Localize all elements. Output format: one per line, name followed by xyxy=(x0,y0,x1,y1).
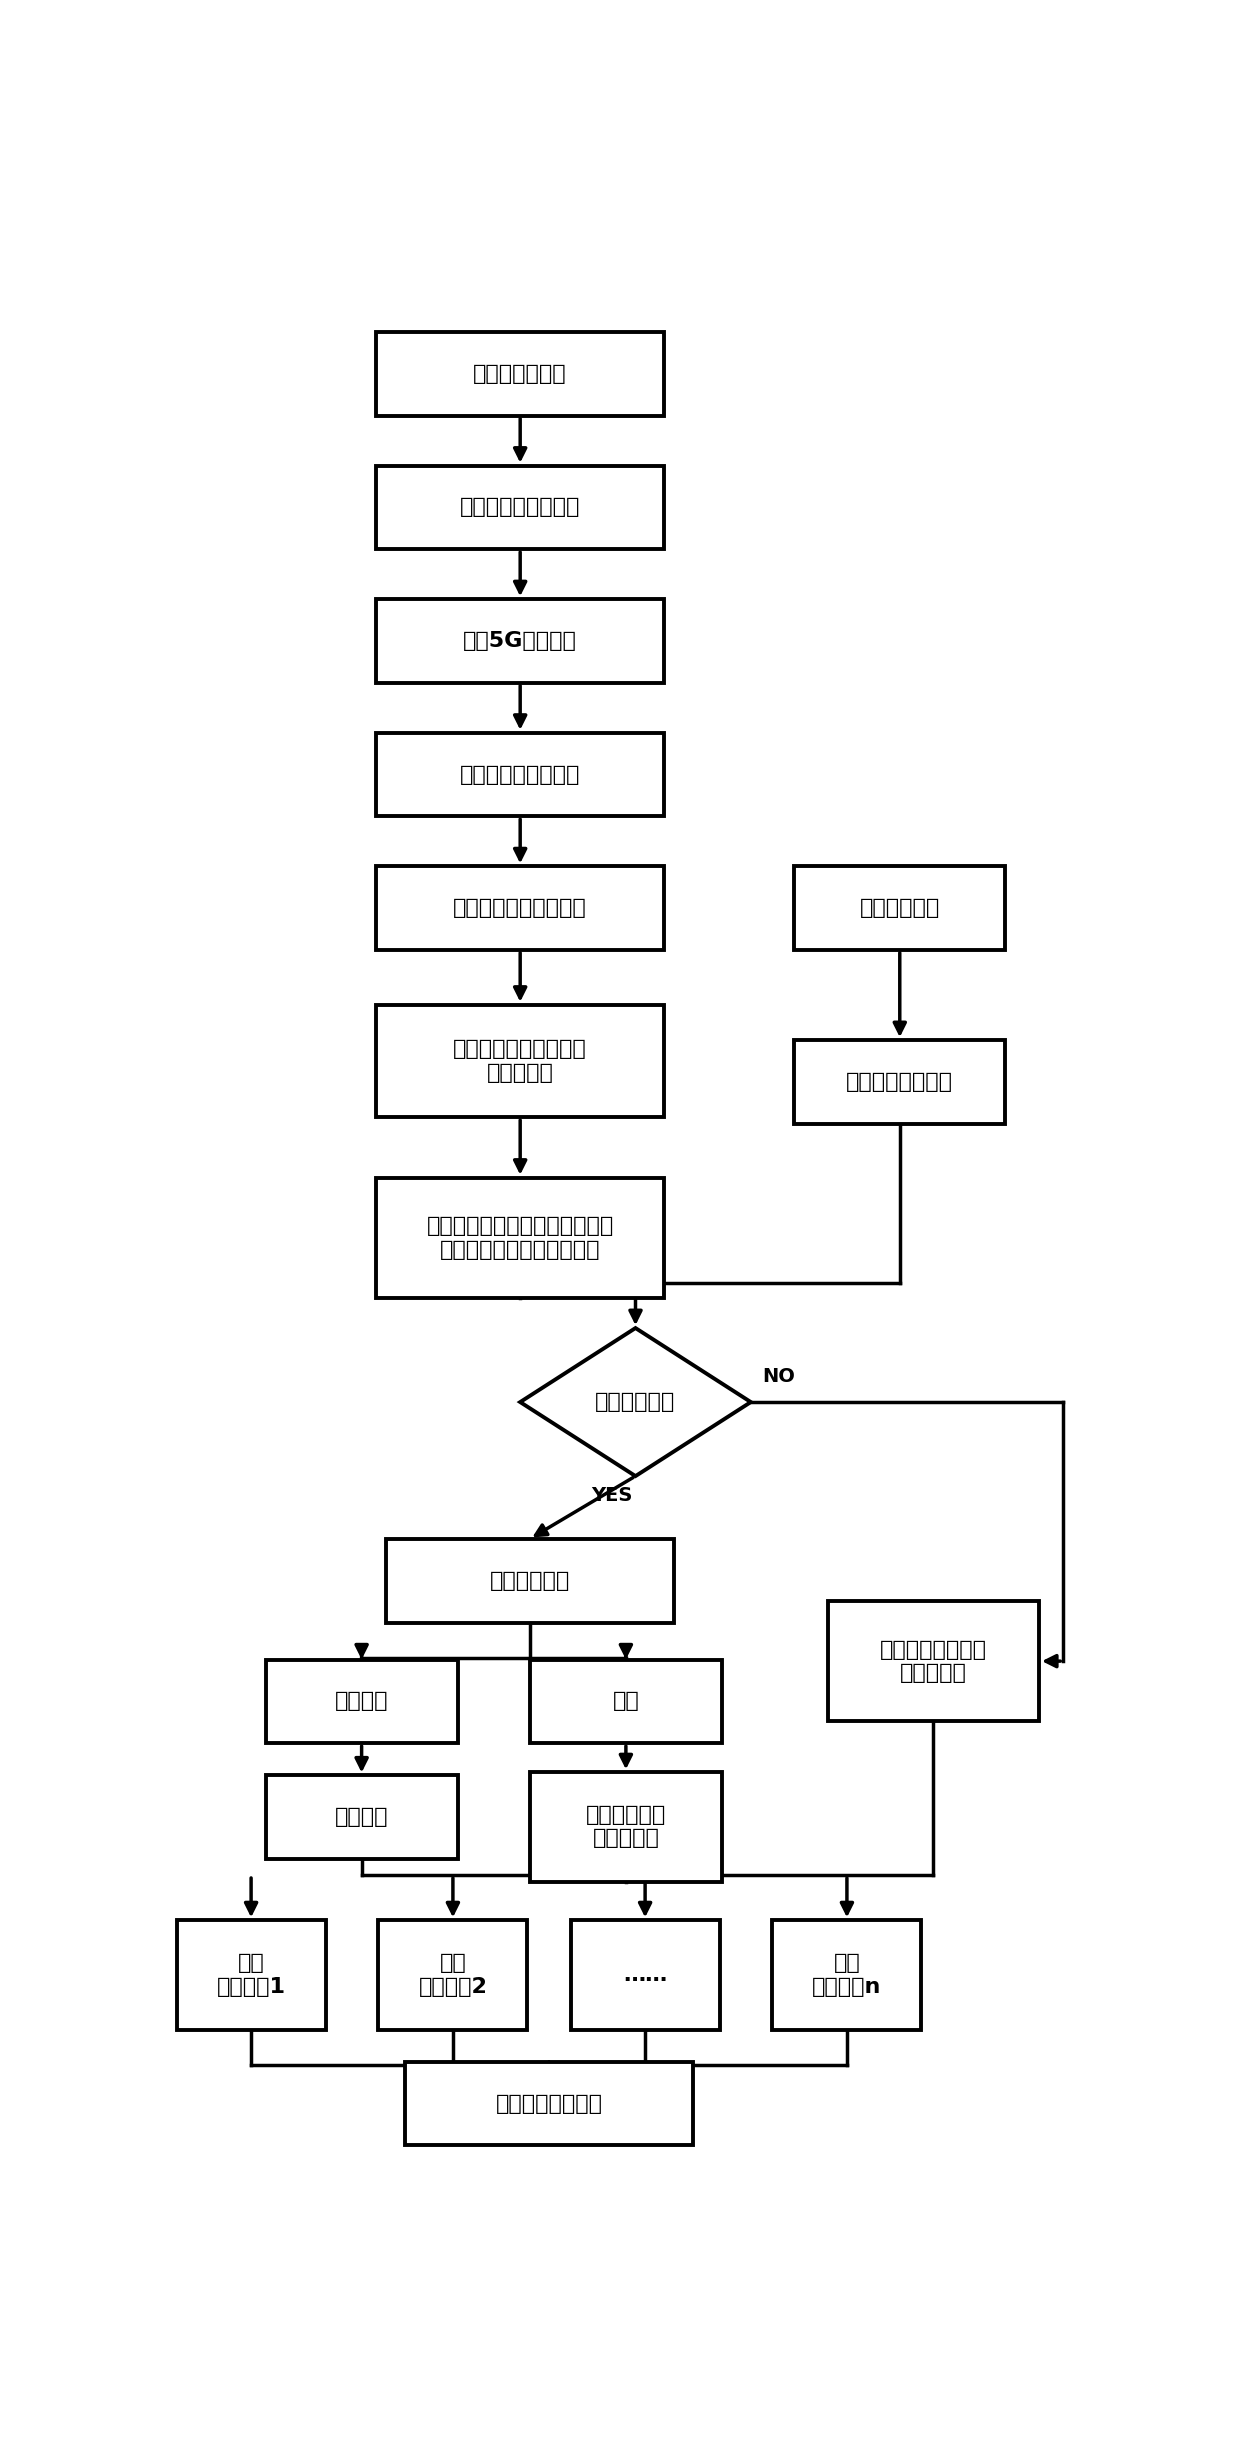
Text: 建立云端服务器数据库: 建立云端服务器数据库 xyxy=(454,897,587,917)
FancyBboxPatch shape xyxy=(529,1773,722,1883)
FancyBboxPatch shape xyxy=(376,465,665,550)
FancyBboxPatch shape xyxy=(376,599,665,682)
FancyBboxPatch shape xyxy=(570,1919,719,2029)
FancyBboxPatch shape xyxy=(265,1775,458,1858)
Text: 基于深度学习建立交通量预测模
型并使用既有数据进行训练: 基于深度学习建立交通量预测模 型并使用既有数据进行训练 xyxy=(427,1215,614,1259)
Text: YES: YES xyxy=(590,1487,632,1504)
Text: 调用既有主要交叉
口筛选结果: 调用既有主要交叉 口筛选结果 xyxy=(880,1641,987,1682)
FancyBboxPatch shape xyxy=(828,1601,1039,1721)
Text: 计算
仿真模型2: 计算 仿真模型2 xyxy=(418,1954,487,1998)
FancyBboxPatch shape xyxy=(529,1660,722,1743)
FancyBboxPatch shape xyxy=(265,1660,458,1743)
Text: 信息及图像处理，并分
类汇总处理: 信息及图像处理，并分 类汇总处理 xyxy=(454,1039,587,1083)
FancyBboxPatch shape xyxy=(376,1178,665,1298)
FancyBboxPatch shape xyxy=(376,734,665,817)
Text: 确定最终控制方案: 确定最终控制方案 xyxy=(496,2093,603,2112)
Text: 计算
仿真模型n: 计算 仿真模型n xyxy=(812,1954,882,1998)
Text: 计算
仿真模型1: 计算 仿真模型1 xyxy=(217,1954,285,1998)
Text: 其他: 其他 xyxy=(613,1692,640,1711)
FancyBboxPatch shape xyxy=(404,2061,693,2144)
FancyBboxPatch shape xyxy=(794,866,1006,951)
Polygon shape xyxy=(521,1328,751,1477)
FancyBboxPatch shape xyxy=(376,1005,665,1117)
Text: 云端服务器接收数据: 云端服务器接收数据 xyxy=(460,765,580,785)
Text: 单路口信息采集: 单路口信息采集 xyxy=(474,364,567,384)
FancyBboxPatch shape xyxy=(176,1919,326,2029)
FancyBboxPatch shape xyxy=(376,866,665,951)
FancyBboxPatch shape xyxy=(386,1538,675,1623)
FancyBboxPatch shape xyxy=(794,1039,1006,1125)
Text: 重新进行主要
交叉口筛选: 重新进行主要 交叉口筛选 xyxy=(585,1804,666,1848)
Text: 区域路网测量: 区域路网测量 xyxy=(859,897,940,917)
Text: NO: NO xyxy=(763,1367,795,1386)
Text: 交通管制: 交通管制 xyxy=(335,1807,388,1826)
Text: ……: …… xyxy=(622,1966,667,1985)
Text: 基于5G通信上传: 基于5G通信上传 xyxy=(464,631,577,650)
FancyBboxPatch shape xyxy=(378,1919,527,2029)
Text: 辨识事件性质: 辨识事件性质 xyxy=(490,1570,570,1592)
Text: 自存储模块存储数据: 自存储模块存储数据 xyxy=(460,496,580,518)
FancyBboxPatch shape xyxy=(773,1919,921,2029)
FancyBboxPatch shape xyxy=(376,333,665,416)
Text: 有无特殊事件: 有无特殊事件 xyxy=(595,1391,676,1413)
Text: 特殊车辆: 特殊车辆 xyxy=(335,1692,388,1711)
Text: 建立区域路网模型: 建立区域路网模型 xyxy=(846,1071,954,1093)
